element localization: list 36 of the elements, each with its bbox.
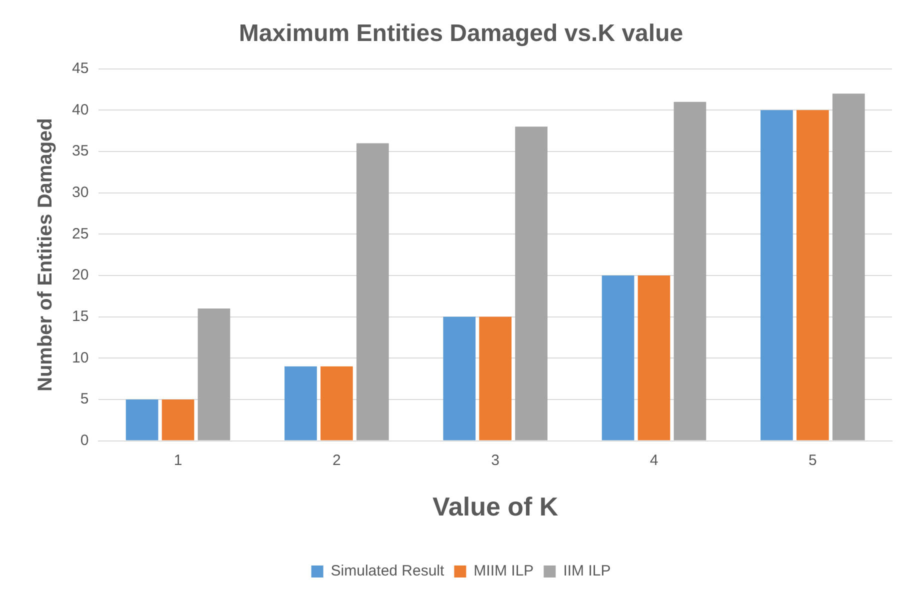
bar (760, 110, 793, 440)
y-tick-label: 40 (72, 101, 89, 118)
bar (320, 366, 353, 440)
x-tick-label: 2 (332, 452, 341, 469)
legend-label: MIIM ILP (474, 562, 534, 580)
x-tick-label: 5 (808, 452, 817, 469)
x-axis-title: Value of K (432, 492, 558, 522)
legend-label: Simulated Result (330, 562, 446, 580)
y-tick-label: 20 (72, 266, 89, 284)
legend-label: IIM ILP (563, 562, 611, 580)
y-tick-label: 30 (72, 184, 89, 201)
y-tick-label: 45 (72, 60, 89, 77)
bar (602, 275, 634, 440)
chart-title: Maximum Entities Damaged vs.K value (238, 20, 684, 48)
bar (356, 143, 389, 440)
bar (796, 110, 829, 440)
y-tick-label: 5 (80, 390, 89, 408)
bar (162, 399, 194, 440)
y-tick-label: 0 (80, 432, 89, 449)
bar (479, 316, 512, 440)
y-tick-label: 15 (72, 308, 89, 325)
bar (832, 94, 865, 440)
y-tick-label: 10 (72, 349, 89, 366)
bar (284, 366, 317, 440)
y-tick-label: 35 (72, 142, 89, 160)
bar (515, 126, 548, 440)
x-tick-label: 1 (174, 452, 182, 469)
bar (674, 102, 706, 440)
bar (443, 316, 476, 440)
bar (126, 399, 158, 440)
bar (198, 308, 230, 440)
y-tick-label: 25 (72, 225, 89, 242)
x-tick-label: 4 (650, 452, 658, 469)
y-axis-title: Number of Entities Damaged (34, 118, 57, 392)
bar (638, 275, 670, 440)
x-tick-label: 3 (491, 452, 500, 469)
